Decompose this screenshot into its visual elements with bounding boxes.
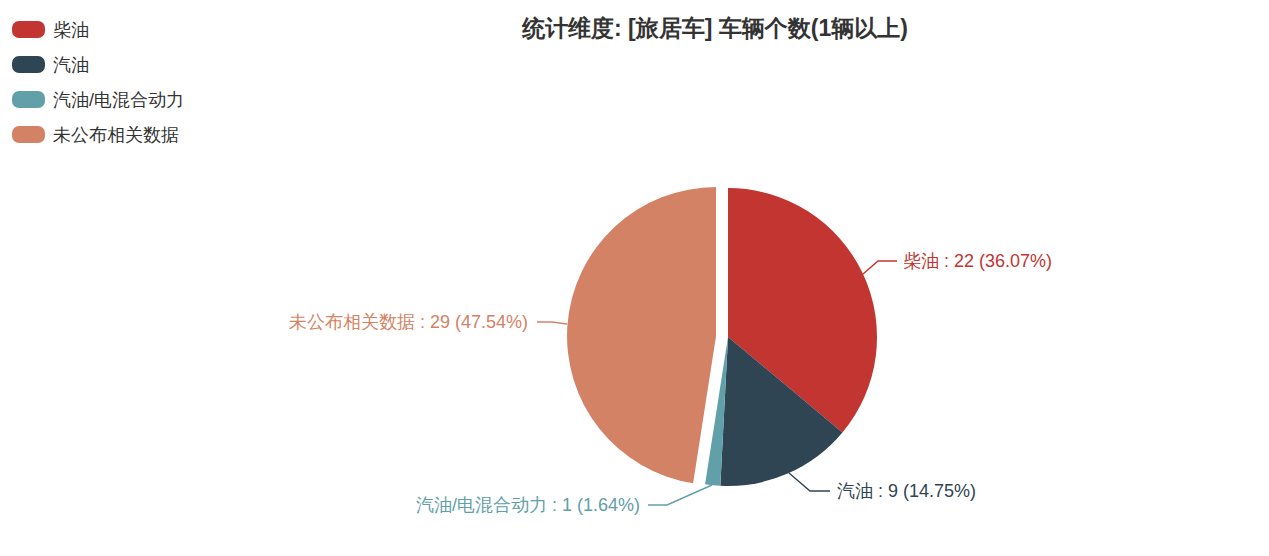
- label-line-1: [863, 261, 897, 274]
- slice-label-3: 汽油/电混合动力 : 1 (1.64%): [416, 495, 640, 515]
- pie-chart-app: 统计维度: [旅居车] 车辆个数(1辆以上) 柴油汽油汽油/电混合动力未公布相关…: [0, 0, 1269, 556]
- pie-chart: 柴油 : 22 (36.07%) 汽油 : 9 (14.75%) 汽油/电混合动力 …: [0, 0, 1269, 556]
- slice-label-4: 未公布相关数据 : 29 (47.54%): [289, 312, 528, 332]
- pie-slice-4[interactable]: [567, 187, 716, 483]
- label-line-3: [648, 485, 712, 505]
- label-line-2: [789, 473, 830, 491]
- slice-label-1: 柴油 : 22 (36.07%): [903, 251, 1052, 271]
- label-line-4: [537, 322, 567, 324]
- slice-label-2: 汽油 : 9 (14.75%): [837, 481, 976, 501]
